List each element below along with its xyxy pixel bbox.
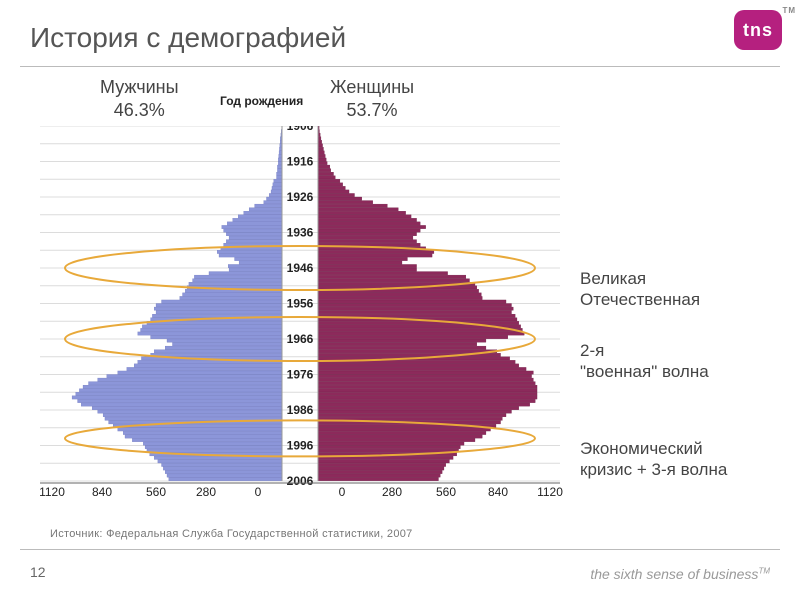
population-pyramid-chart: 1906 1916 1926 1936 1946 1956 1966 1976 1986 1996… (30, 126, 570, 506)
tagline-tm: TM (758, 566, 770, 575)
svg-text:280: 280 (382, 485, 402, 499)
male-header: Мужчины 46.3% (100, 76, 179, 121)
source-text: Источник: Федеральная Служба Государстве… (50, 528, 413, 540)
annotation-1: 2-я "военная" волна (580, 340, 709, 383)
svg-text:1120: 1120 (537, 485, 563, 499)
svg-text:1946: 1946 (287, 261, 314, 275)
svg-text:1996: 1996 (287, 439, 314, 453)
svg-text:1120: 1120 (39, 485, 65, 499)
svg-text:1986: 1986 (287, 403, 314, 417)
svg-text:560: 560 (436, 485, 456, 499)
svg-text:1906: 1906 (287, 126, 314, 133)
svg-text:1926: 1926 (287, 190, 314, 204)
svg-text:2006: 2006 (287, 474, 314, 488)
svg-text:1936: 1936 (287, 226, 314, 240)
svg-text:840: 840 (488, 485, 508, 499)
annotation-0: Великая Отечественная (580, 268, 700, 311)
annotation-2: Экономический кризис + 3-я волна (580, 438, 727, 481)
svg-text:0: 0 (255, 485, 262, 499)
svg-text:1916: 1916 (287, 155, 314, 169)
year-header: Год рождения (220, 94, 303, 108)
page-title: История с демографией (30, 22, 346, 54)
svg-text:1976: 1976 (287, 368, 314, 382)
svg-text:280: 280 (196, 485, 216, 499)
svg-text:840: 840 (92, 485, 112, 499)
title-divider (20, 66, 780, 67)
tagline: the sixth sense of businessTM (590, 566, 770, 582)
svg-text:560: 560 (146, 485, 166, 499)
page-number: 12 (30, 564, 46, 580)
svg-text:0: 0 (339, 485, 346, 499)
female-header: Женщины 53.7% (330, 76, 414, 121)
footer-divider (20, 549, 780, 550)
svg-text:1966: 1966 (287, 332, 314, 346)
svg-text:1956: 1956 (287, 297, 314, 311)
tagline-text: the sixth sense of business (590, 566, 758, 582)
tns-logo: tns (734, 10, 782, 50)
